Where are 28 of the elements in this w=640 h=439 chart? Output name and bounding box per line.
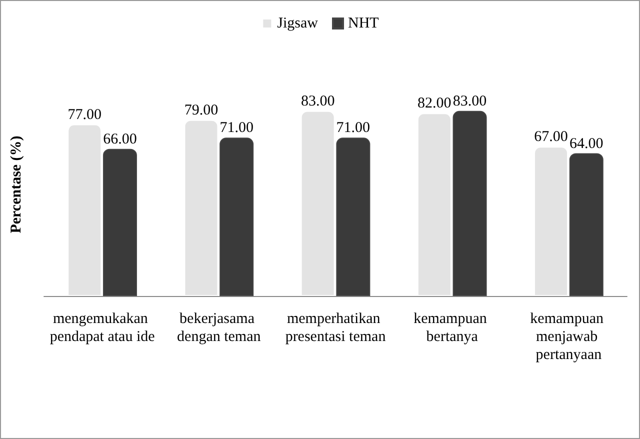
data-label: 66.00 xyxy=(103,131,137,148)
data-label: 64.00 xyxy=(570,136,604,152)
data-label: 83.00 xyxy=(300,93,335,110)
data-label: 67.00 xyxy=(534,129,568,146)
bar xyxy=(184,120,218,296)
x-tick-label: kemampuan bertanya xyxy=(414,311,491,345)
bar xyxy=(452,110,487,296)
data-label: 71.00 xyxy=(220,120,254,136)
bar xyxy=(336,138,370,296)
x-tick-label: memperhatikan presentasi teman xyxy=(285,311,386,345)
x-tick-label: bekerjasama dengan teman xyxy=(177,311,262,345)
x-tick-label: mengemukakan pendapat atau ide xyxy=(50,311,156,345)
data-label: 79.00 xyxy=(184,102,218,118)
bar xyxy=(220,138,254,296)
data-label: 83.00 xyxy=(452,93,487,110)
legend-label: Jigsaw xyxy=(277,16,318,32)
data-label: 71.00 xyxy=(336,120,370,136)
bar xyxy=(102,148,137,296)
y-axis-title: Percentase (%) xyxy=(8,136,24,234)
bar xyxy=(300,110,335,296)
legend-label: NHT xyxy=(348,16,379,32)
bar xyxy=(534,146,568,296)
x-tick-label: kemampuan menjawab pertanyaan xyxy=(530,311,608,363)
bar xyxy=(68,124,102,296)
data-label: 82.00 xyxy=(418,96,452,112)
bar xyxy=(417,113,452,296)
bar xyxy=(569,153,604,296)
data-label: 77.00 xyxy=(68,106,102,123)
